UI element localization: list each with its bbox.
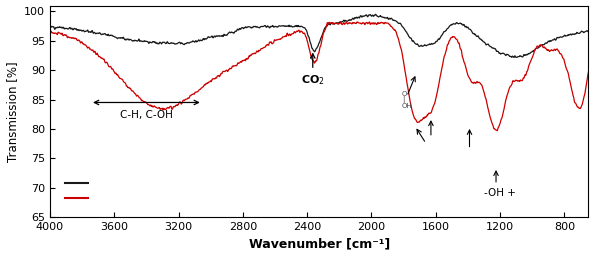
Y-axis label: Transmission [%]: Transmission [%]: [5, 61, 18, 162]
Legend: , : ,: [61, 174, 100, 208]
Text: O
|
OH: O | OH: [402, 91, 413, 109]
Text: C-H, C-OH: C-H, C-OH: [120, 110, 173, 120]
X-axis label: Wavenumber [cm⁻¹]: Wavenumber [cm⁻¹]: [248, 238, 390, 250]
Text: -OH +: -OH +: [484, 188, 516, 198]
Text: CO$_2$: CO$_2$: [301, 73, 325, 87]
